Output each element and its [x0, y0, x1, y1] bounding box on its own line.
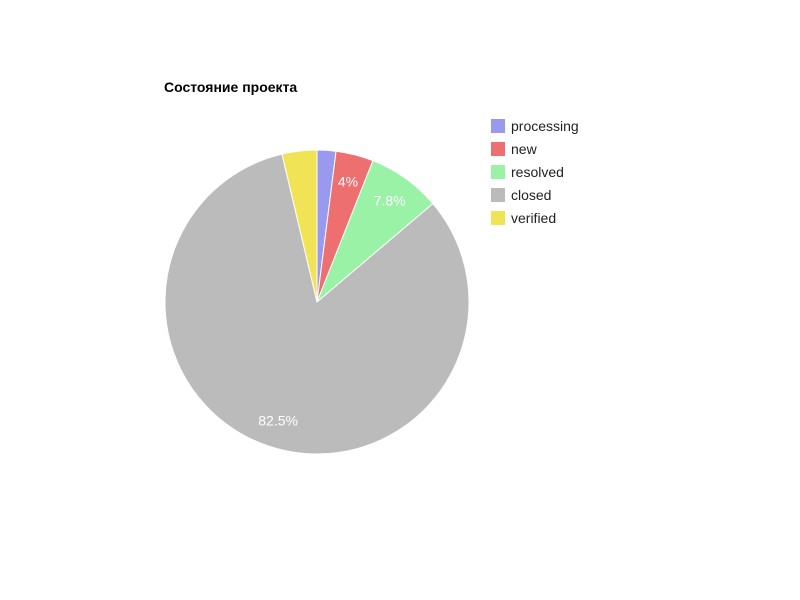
- pie-slices: [164, 149, 470, 455]
- chart-title: Состояние проекта: [164, 79, 298, 95]
- legend-item-processing: processing: [491, 114, 579, 137]
- pie-slice-verified: [281, 149, 318, 303]
- legend-label-resolved: resolved: [511, 163, 564, 180]
- legend-label-closed: closed: [511, 186, 552, 203]
- slice-label-new: 4%: [338, 173, 358, 189]
- slice-label-resolved: 7.8%: [374, 193, 406, 209]
- legend-swatch-processing: [491, 118, 505, 133]
- pie-slice-closed: [164, 153, 470, 455]
- legend-swatch-new: [491, 141, 505, 156]
- legend-swatch-resolved: [491, 164, 505, 179]
- legend-item-closed: closed: [491, 183, 579, 206]
- legend-label-verified: verified: [511, 209, 557, 226]
- legend-item-verified: verified: [491, 206, 579, 229]
- legend-label-processing: processing: [511, 117, 579, 134]
- legend: processing new resolved closed verified: [491, 114, 579, 229]
- slice-label-closed: 82.5%: [258, 412, 298, 428]
- pie-slice-labels: 4% 7.8% 82.5%: [258, 173, 405, 428]
- legend-swatch-verified: [491, 210, 505, 225]
- legend-item-new: new: [491, 137, 579, 160]
- legend-label-new: new: [511, 140, 537, 157]
- legend-item-resolved: resolved: [491, 160, 579, 183]
- legend-swatch-closed: [491, 187, 505, 202]
